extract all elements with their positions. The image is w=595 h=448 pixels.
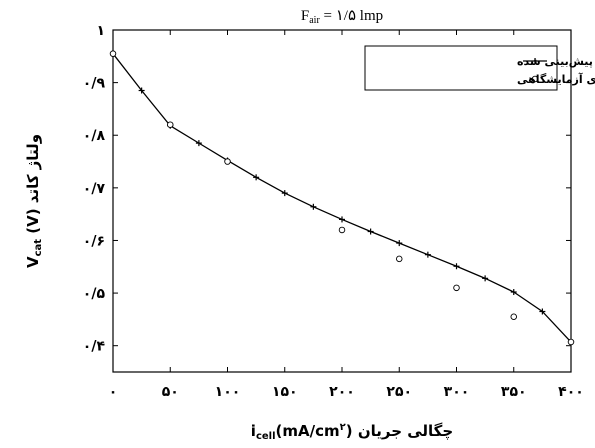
- model-point: [367, 228, 374, 235]
- experimental-point: [396, 255, 403, 263]
- y-tick-label: ۰/۸: [83, 128, 106, 144]
- x-tick-label: ۱۰۰: [215, 384, 241, 400]
- experimental-point: [338, 226, 346, 234]
- experimental-point: [567, 338, 575, 346]
- x-axis-label: icell(mA/cm۲) چگالی جریان: [251, 422, 453, 442]
- model-point: [253, 174, 260, 181]
- legend-circle-icon: [531, 75, 539, 83]
- model-point: [396, 240, 403, 247]
- x-tick-label: ۲۵۰: [386, 384, 412, 400]
- x-tick-label: ۳۵۰: [501, 384, 527, 400]
- x-tick-label: ۴۰۰: [558, 384, 584, 400]
- model-point: [453, 263, 460, 270]
- legend-label: مدل پیش‌بینی شده: [517, 55, 595, 68]
- y-tick-label: ۰/۶: [83, 233, 105, 249]
- legend-label: نتیجه‌های آزمایشگاهی: [517, 72, 595, 86]
- model-point: [281, 190, 288, 197]
- legend-item: نتیجه‌های آزمایشگاهی: [517, 72, 595, 86]
- chart-title: Fair = ۱/۵ lmp: [301, 8, 383, 26]
- model-point: [138, 87, 145, 94]
- y-tick-label: ۰/۹: [83, 76, 106, 92]
- legend-box: [364, 45, 558, 91]
- y-tick-label: ۰/۷: [83, 181, 106, 197]
- experimental-point: [166, 121, 174, 128]
- model-point: [539, 308, 546, 315]
- model-point: [310, 203, 317, 210]
- experimental-point: [453, 284, 460, 292]
- x-ticks: ۰ ۵۰ ۱۰۰ ۱۵۰ ۲۰۰ ۲۵۰ ۳۰۰ ۳۵۰ ۴۰۰: [109, 30, 584, 400]
- legend: مدل پیش‌بینی شده نتیجه‌های آزمایشگاهی: [364, 45, 595, 91]
- model-point: [482, 275, 489, 282]
- series-layer: [109, 50, 575, 346]
- experimental-point: [510, 313, 518, 321]
- x-tick-label: ۱۵۰: [272, 384, 298, 400]
- y-ticks: ۰/۴ ۰/۵ ۰/۶ ۰/۷ ۰/۸ ۰/۹ ۱: [83, 23, 571, 355]
- y-tick-label: ۱: [96, 23, 105, 39]
- model-point: [424, 251, 431, 258]
- y-axis-label: Vcat (V) ولتاژ کاتد: [24, 134, 44, 268]
- y-tick-label: ۰/۴: [83, 339, 106, 355]
- x-tick-label: ۲۰۰: [329, 384, 355, 400]
- model-point: [195, 140, 202, 147]
- experimental-point: [109, 50, 117, 57]
- x-tick-label: ۰: [109, 384, 118, 400]
- model-point: [339, 216, 345, 223]
- model-point: [510, 289, 517, 296]
- series-line-model: [112, 53, 572, 343]
- x-tick-label: ۳۰۰: [444, 384, 470, 400]
- legend-item: مدل پیش‌بینی شده: [517, 55, 595, 68]
- y-tick-label: ۰/۵: [83, 286, 106, 302]
- experimental-point: [224, 158, 231, 165]
- x-tick-label: ۵۰: [162, 384, 179, 400]
